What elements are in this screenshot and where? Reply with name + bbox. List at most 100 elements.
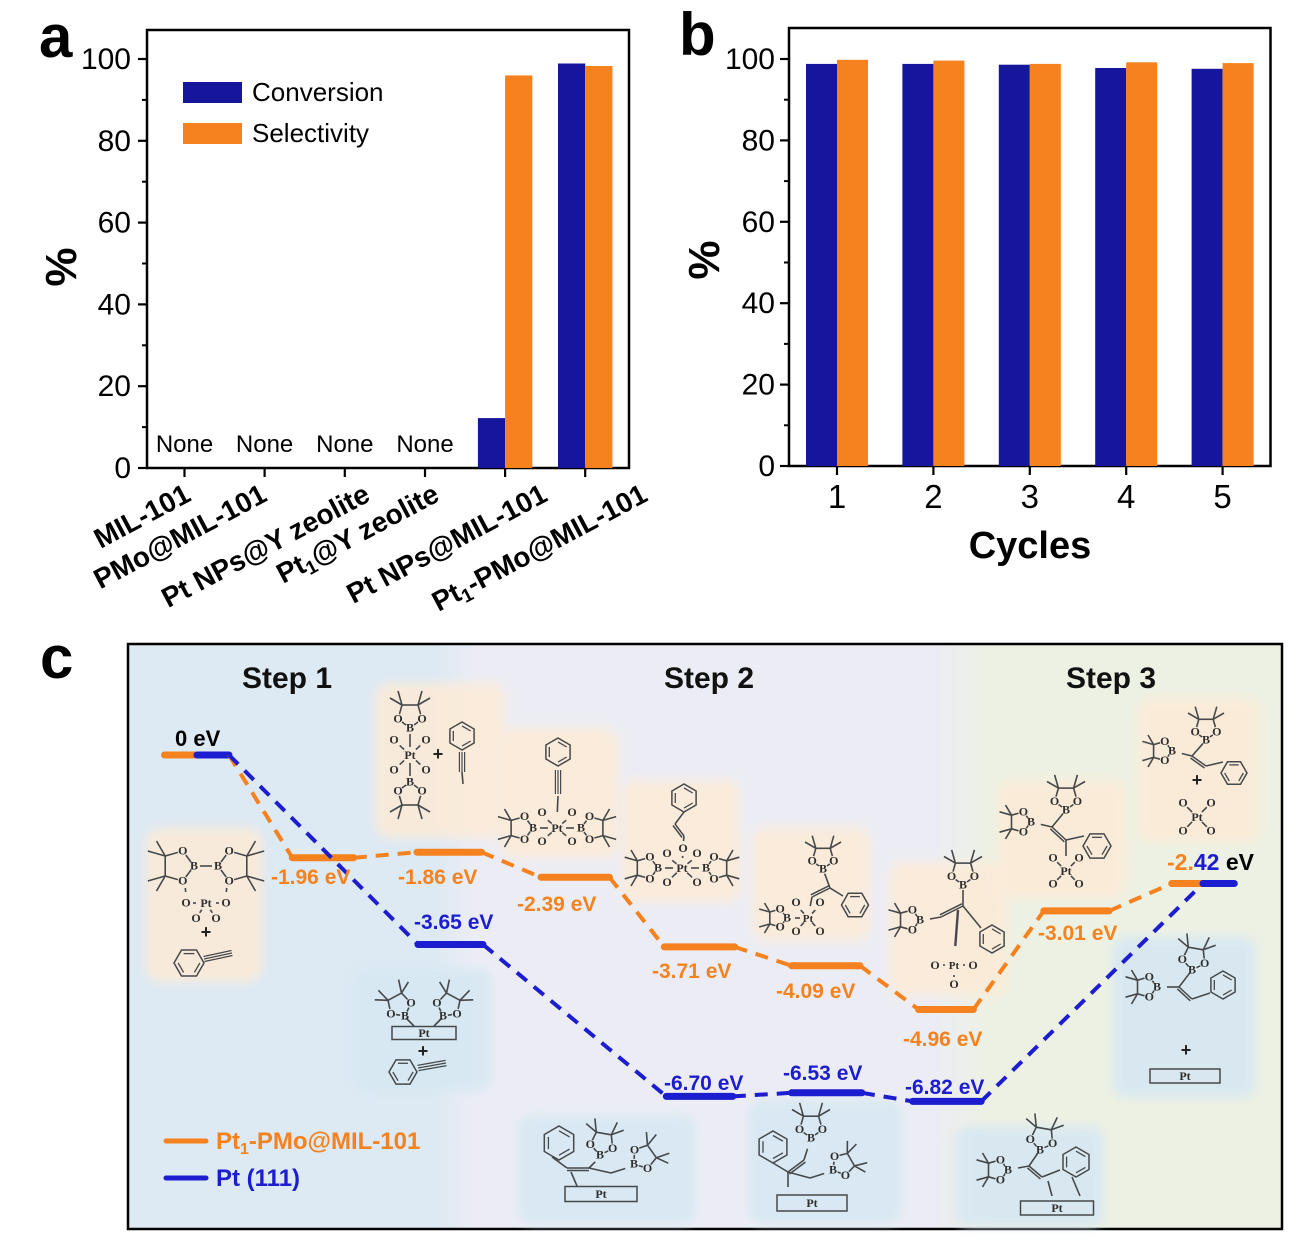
svg-text:O: O	[630, 1142, 639, 1156]
svg-text:O: O	[421, 763, 430, 777]
svg-text:20: 20	[742, 369, 775, 402]
svg-text:O: O	[181, 896, 190, 910]
svg-text:O: O	[1160, 734, 1169, 748]
svg-text:+: +	[201, 922, 212, 942]
svg-text:b: b	[679, 1, 716, 68]
svg-text:B: B	[401, 1009, 409, 1023]
svg-text:-1.96 eV: -1.96 eV	[271, 866, 350, 889]
svg-text:O: O	[776, 902, 785, 916]
svg-text:O: O	[1178, 796, 1187, 810]
svg-text:O: O	[808, 853, 817, 867]
svg-text:O: O	[996, 1173, 1005, 1187]
svg-text:O: O	[776, 920, 785, 934]
svg-text:5: 5	[1213, 478, 1231, 515]
svg-text:O: O	[949, 977, 958, 991]
svg-text:100: 100	[725, 43, 775, 76]
svg-text:+: +	[1192, 770, 1203, 790]
svg-text:O: O	[1073, 794, 1082, 808]
svg-text:O: O	[818, 1122, 827, 1136]
svg-text:O: O	[1145, 990, 1154, 1004]
svg-text:3: 3	[1021, 478, 1039, 515]
svg-text:O: O	[709, 871, 718, 885]
svg-text:O: O	[1191, 724, 1200, 738]
svg-text:B: B	[807, 1131, 815, 1145]
svg-text:B: B	[1062, 803, 1070, 817]
svg-text:O: O	[815, 924, 824, 938]
svg-text:4: 4	[1117, 478, 1135, 515]
svg-text:O: O	[585, 809, 594, 823]
svg-text:Pt1-PMo@MIL-101: Pt1-PMo@MIL-101	[216, 1128, 420, 1158]
svg-text:-4.09 eV: -4.09 eV	[776, 980, 855, 1003]
svg-text:20: 20	[98, 370, 131, 403]
svg-text:-1.86 eV: -1.86 eV	[398, 866, 477, 889]
svg-text:Conversion: Conversion	[252, 77, 384, 107]
svg-text:B: B	[1036, 1143, 1044, 1157]
svg-text:O: O	[225, 844, 234, 858]
svg-text:B: B	[596, 1148, 604, 1162]
svg-text:+: +	[418, 1041, 429, 1061]
svg-text:B: B	[406, 775, 414, 789]
svg-text:-4.96 eV: -4.96 eV	[903, 1028, 982, 1051]
svg-text:O: O	[393, 712, 402, 726]
svg-text:Pt: Pt	[1060, 864, 1071, 878]
svg-text:O: O	[1019, 825, 1028, 839]
svg-text:O: O	[178, 874, 187, 888]
svg-text:O: O	[191, 911, 200, 925]
svg-text:-2.39 eV: -2.39 eV	[517, 893, 596, 916]
svg-text:0: 0	[758, 450, 775, 483]
svg-text:-6.53 eV: -6.53 eV	[783, 1062, 862, 1085]
svg-text:O: O	[1145, 969, 1154, 983]
svg-text:O: O	[537, 834, 546, 848]
svg-text:-3.71 eV: -3.71 eV	[652, 960, 731, 983]
svg-text:2: 2	[924, 478, 942, 515]
svg-text:60: 60	[742, 206, 775, 239]
svg-text:None: None	[236, 431, 293, 458]
svg-text:B: B	[1188, 963, 1196, 977]
svg-text:O: O	[908, 923, 917, 937]
svg-text:B: B	[1168, 744, 1176, 758]
svg-text:Pt: Pt	[595, 1187, 606, 1201]
svg-text:O: O	[520, 809, 529, 823]
svg-text:O: O	[393, 784, 402, 798]
svg-text:O: O	[178, 844, 187, 858]
svg-text:B: B	[819, 862, 827, 876]
svg-text:O: O	[585, 832, 594, 846]
svg-text:Pt: Pt	[418, 1026, 429, 1040]
svg-text:O: O	[815, 895, 824, 909]
svg-text:Pt (111): Pt (111)	[216, 1165, 300, 1192]
svg-text:O: O	[841, 1168, 850, 1182]
svg-text:Pt: Pt	[200, 896, 211, 910]
svg-text:O: O	[1212, 724, 1221, 738]
svg-text:Step 2: Step 2	[664, 662, 754, 695]
svg-text:O: O	[417, 784, 426, 798]
svg-text:O: O	[692, 875, 701, 889]
svg-text:None: None	[156, 431, 213, 458]
svg-text:c: c	[40, 624, 73, 691]
svg-text:O: O	[520, 832, 529, 846]
svg-text:O: O	[389, 733, 398, 747]
svg-text:B: B	[529, 821, 537, 835]
svg-text:O: O	[1048, 1136, 1057, 1150]
svg-text:B: B	[1027, 815, 1035, 829]
svg-text:B: B	[214, 859, 222, 873]
svg-text:O: O	[421, 733, 430, 747]
svg-text:O: O	[645, 850, 654, 864]
svg-text:-6.82 eV: -6.82 eV	[905, 1076, 984, 1099]
svg-text:O: O	[1048, 877, 1057, 891]
svg-text:O: O	[1050, 794, 1059, 808]
svg-text:100: 100	[81, 43, 131, 76]
svg-text:O: O	[1019, 804, 1028, 818]
svg-text:None: None	[316, 431, 373, 458]
svg-text:B: B	[577, 821, 585, 835]
svg-text:Selectivity: Selectivity	[252, 118, 369, 148]
svg-text:Step 3: Step 3	[1066, 662, 1156, 695]
svg-text:%: %	[680, 240, 729, 279]
svg-text:O: O	[406, 996, 415, 1010]
svg-text:B: B	[439, 1009, 447, 1023]
svg-text:O: O	[830, 1149, 839, 1163]
svg-text:None: None	[396, 431, 453, 458]
svg-text:O: O	[678, 841, 687, 855]
svg-text:O: O	[947, 869, 956, 883]
svg-text:40: 40	[98, 288, 131, 321]
svg-text:40: 40	[742, 287, 775, 320]
